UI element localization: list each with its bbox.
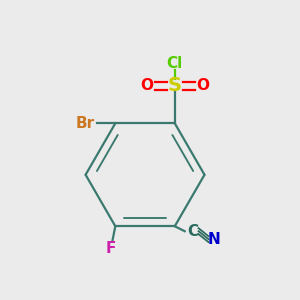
Text: O: O [196,78,209,93]
Text: O: O [140,78,154,93]
Text: S: S [168,76,182,95]
Text: Br: Br [76,116,95,131]
Text: Cl: Cl [167,56,183,71]
Text: N: N [208,232,221,247]
Text: C: C [187,224,198,239]
Text: F: F [105,241,116,256]
